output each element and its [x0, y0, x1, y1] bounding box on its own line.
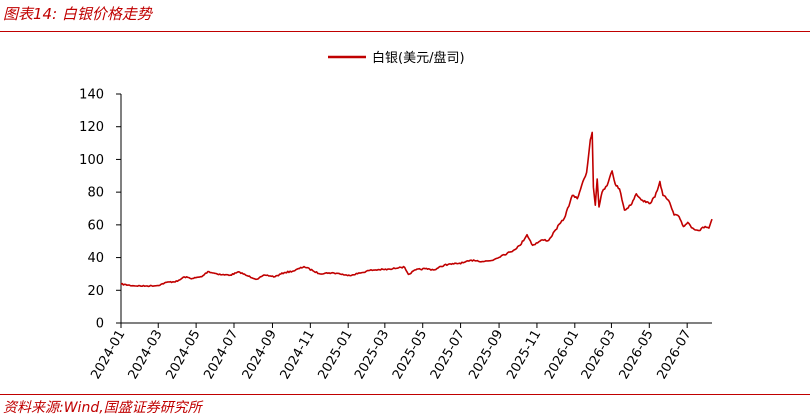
y-tick-label: 40	[87, 251, 104, 266]
y-tick-label: 0	[96, 317, 104, 332]
x-axis: 2024-012024-032024-052024-072024-092024-…	[88, 322, 712, 383]
x-tick-label: 2025-11	[504, 328, 544, 383]
series-line-silver	[120, 131, 713, 288]
y-tick-label: 140	[79, 88, 104, 103]
legend-label: 白银(美元/盘司)	[372, 50, 465, 66]
x-tick-label: 2025-01	[316, 328, 356, 383]
x-tick-label: 2025-05	[390, 328, 430, 383]
x-tick-label: 2024-05	[163, 328, 203, 383]
x-tick-label: 2024-07	[201, 328, 241, 383]
x-tick-label: 2025-03	[352, 328, 392, 383]
title-rule	[0, 31, 810, 32]
x-tick-label: 2024-01	[88, 328, 128, 383]
y-tick-label: 100	[79, 153, 104, 168]
x-tick-label: 2026-07	[654, 328, 694, 383]
legend: 白银(美元/盘司)	[328, 50, 465, 66]
x-tick-label: 2024-09	[240, 328, 280, 383]
y-tick-label: 80	[87, 186, 104, 201]
y-axis: 0 20 40 60 80 100 120 140	[79, 88, 122, 332]
y-tick-label: 60	[87, 218, 104, 233]
source-rule	[0, 394, 810, 395]
x-tick-label: 2026-03	[579, 328, 619, 383]
x-tick-label: 2024-03	[126, 328, 166, 383]
x-tick-label: 2026-05	[617, 328, 657, 383]
x-tick-label: 2024-11	[278, 328, 318, 383]
source-note: 资料来源:Wind,国盛证券研究所	[3, 400, 202, 416]
x-tick-label: 2026-01	[542, 328, 582, 383]
x-tick-label: 2025-07	[428, 327, 468, 382]
y-tick-label: 20	[87, 284, 104, 299]
y-tick-label: 120	[79, 120, 104, 135]
figure-title: 图表14: 白银价格走势	[3, 5, 152, 23]
x-tick-label: 2025-09	[466, 328, 506, 383]
